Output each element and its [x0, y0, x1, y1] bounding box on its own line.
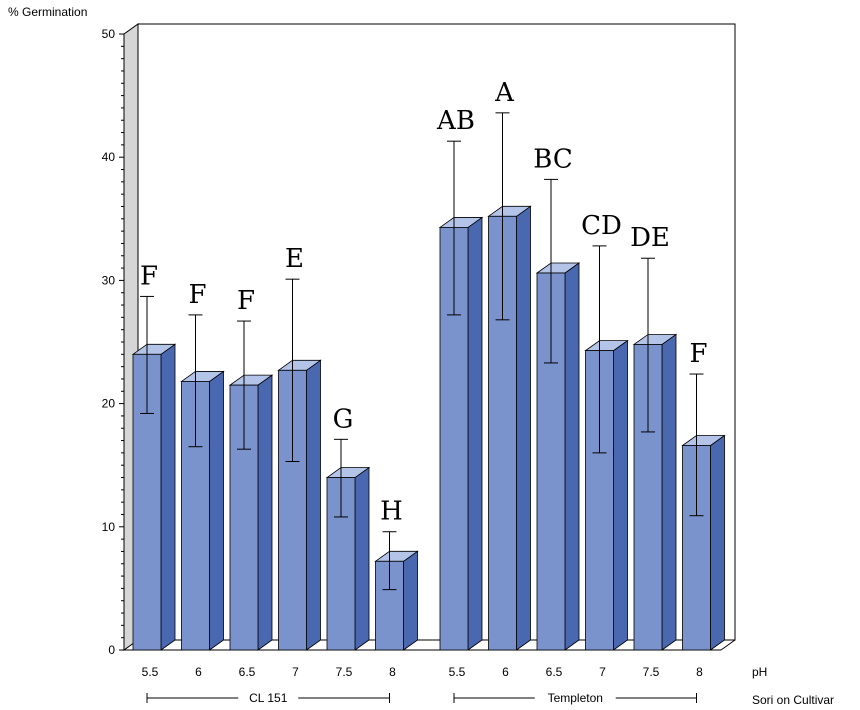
significance-letter: H	[380, 497, 403, 527]
y-tick-label: 50	[102, 27, 116, 41]
significance-letter: F	[689, 339, 707, 369]
bar-side	[613, 339, 628, 651]
significance-letter: F	[140, 261, 158, 291]
x-tick-label: 7	[292, 665, 299, 679]
significance-letter: BC	[533, 144, 572, 174]
bar-side	[306, 359, 321, 651]
x-tick-label: 6.5	[546, 665, 563, 679]
group-axis-label: Sori on Cultivar	[752, 693, 834, 707]
significance-letter: G	[333, 404, 354, 434]
y-axis-label: % Germination	[8, 5, 87, 19]
bar-side	[516, 205, 531, 651]
bar-side	[661, 333, 677, 651]
y-tick-label: 30	[102, 273, 116, 287]
x-tick-label: 6	[502, 665, 509, 679]
bar-side	[257, 374, 273, 651]
x-axis-label: pH	[752, 665, 767, 679]
bar	[132, 353, 162, 651]
x-tick-label: 7.5	[643, 665, 660, 679]
group-label-bg	[534, 689, 616, 705]
group-label-bg	[238, 689, 299, 705]
y-tick-label: 20	[102, 397, 116, 411]
x-tick-label: 5.5	[142, 665, 159, 679]
x-tick-label: 8	[696, 665, 703, 679]
y-tick-label: 10	[102, 520, 116, 534]
bar-side	[354, 466, 370, 651]
significance-letter: F	[188, 280, 206, 310]
x-tick-label: 5.5	[449, 665, 466, 679]
significance-letter: DE	[630, 223, 670, 253]
significance-letter: F	[237, 286, 255, 316]
x-tick-label: 7.5	[336, 665, 353, 679]
bar-side	[710, 434, 725, 651]
y-tick-label: 40	[102, 150, 116, 164]
floor-edge	[720, 639, 736, 651]
x-tick-label: 6.5	[239, 665, 256, 679]
group-label: Templeton	[548, 691, 603, 705]
x-tick-label: 7	[599, 665, 606, 679]
significance-letter: E	[285, 244, 304, 274]
bar-side	[209, 370, 224, 651]
bar-side	[467, 216, 483, 651]
x-tick-label: 8	[389, 665, 396, 679]
significance-letter: A	[494, 78, 515, 108]
bar-side	[403, 550, 418, 651]
group-label: CL 151	[249, 691, 288, 705]
significance-letter: AB	[436, 106, 475, 136]
bar-side	[160, 343, 176, 651]
x-tick-label: 6	[195, 665, 202, 679]
bar-side	[564, 262, 580, 651]
y-tick-label: 0	[108, 643, 115, 657]
significance-letter: CD	[581, 211, 622, 241]
